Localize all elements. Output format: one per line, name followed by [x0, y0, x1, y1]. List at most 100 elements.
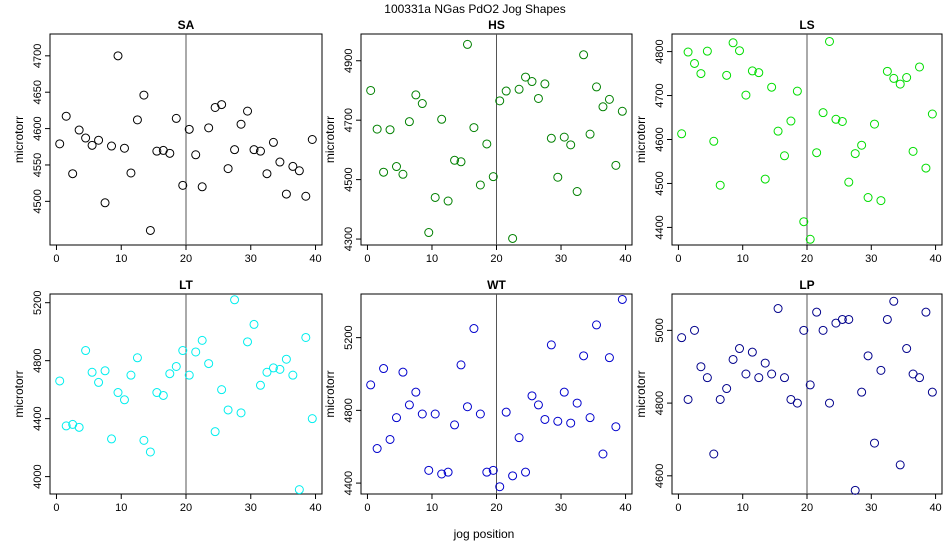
y-tick-label: 4700	[654, 83, 666, 107]
data-points	[366, 294, 627, 492]
y-tick-label: 4400	[32, 406, 44, 430]
data-point	[462, 39, 472, 49]
data-point	[870, 438, 879, 448]
y-tick-label: 4700	[32, 44, 44, 68]
panel-title: LP	[799, 278, 814, 292]
data-point	[243, 106, 253, 116]
data-point	[611, 422, 621, 432]
y-tick-label: 4550	[32, 153, 44, 177]
data-point	[915, 62, 924, 72]
y-tick-label: 4800	[654, 39, 666, 63]
data-point	[870, 119, 879, 129]
data-point	[165, 369, 175, 379]
data-point	[792, 86, 802, 96]
data-point	[450, 420, 460, 430]
y-tick-label: 4650	[32, 80, 44, 104]
data-point	[598, 449, 608, 459]
data-point	[741, 90, 751, 100]
data-point	[404, 400, 414, 410]
data-point	[262, 169, 272, 179]
data-point	[210, 427, 220, 437]
y-tick-label: 4500	[654, 171, 666, 195]
data-point	[760, 358, 770, 368]
data-point	[780, 151, 789, 161]
y-axis-label: microtorr	[323, 116, 337, 163]
data-point	[546, 340, 556, 350]
data-point	[107, 141, 117, 151]
data-point	[475, 409, 485, 419]
data-point	[294, 485, 304, 495]
data-point	[728, 38, 738, 48]
data-point	[132, 353, 142, 363]
data-point	[566, 140, 576, 150]
data-point	[927, 387, 937, 397]
panel-lt: LT microtorr 0 10 20 30 40 4000 4400 4800 5200	[12, 278, 323, 514]
data-point	[87, 140, 97, 150]
data-point	[366, 85, 376, 95]
y-tick-label: 4800	[343, 398, 355, 422]
data-point	[145, 225, 155, 235]
data-point	[889, 296, 899, 306]
x-tick-label: 10	[737, 502, 749, 514]
y-tick-label: 5000	[654, 318, 666, 342]
data-point	[398, 367, 408, 377]
data-point	[773, 126, 783, 136]
panel-title: WT	[487, 278, 506, 292]
data-point	[927, 109, 937, 119]
data-point	[825, 398, 834, 408]
data-point	[113, 51, 123, 61]
data-point	[301, 191, 311, 201]
data-point	[268, 137, 278, 147]
data-point	[456, 157, 466, 167]
data-point	[55, 376, 65, 386]
data-point	[902, 73, 912, 83]
data-point	[792, 398, 802, 408]
x-tick-label: 30	[865, 253, 877, 265]
y-axis-label: microtorr	[634, 116, 648, 163]
data-point	[805, 380, 815, 390]
data-point	[204, 123, 214, 133]
data-point	[850, 149, 860, 159]
data-point	[94, 135, 104, 145]
data-point	[521, 467, 531, 477]
data-point	[411, 387, 421, 397]
data-point	[812, 148, 822, 158]
data-point	[915, 373, 924, 383]
data-point	[469, 123, 479, 133]
data-point	[546, 133, 556, 143]
data-point	[876, 365, 886, 375]
data-point	[604, 94, 614, 104]
y-tick-label: 4900	[343, 49, 355, 73]
panel-title: SA	[178, 18, 195, 32]
data-point	[844, 177, 854, 187]
data-point	[863, 351, 873, 361]
data-point	[709, 136, 719, 146]
data-point	[126, 168, 136, 178]
y-tick-label: 5200	[343, 325, 355, 349]
data-point	[553, 172, 563, 182]
data-point	[572, 187, 582, 197]
data-point	[107, 434, 117, 444]
data-point	[119, 395, 129, 405]
data-point	[786, 116, 796, 126]
data-point	[430, 409, 440, 419]
data-point	[715, 180, 725, 190]
data-point	[863, 193, 873, 203]
x-tick-label: 0	[364, 502, 370, 514]
data-point	[301, 332, 311, 342]
data-point	[139, 90, 149, 100]
data-point	[197, 335, 207, 345]
data-point	[482, 139, 492, 149]
data-point	[158, 390, 168, 400]
data-point	[255, 380, 265, 390]
data-point	[139, 435, 149, 445]
data-point	[715, 394, 725, 404]
data-point	[533, 400, 543, 410]
y-axis-label: microtorr	[634, 370, 648, 417]
data-point	[236, 408, 246, 418]
data-point	[217, 385, 227, 395]
y-tick-label: 4400	[654, 215, 666, 239]
x-tick-label: 30	[865, 502, 877, 514]
y-tick-label: 4300	[343, 227, 355, 251]
data-point	[94, 377, 104, 387]
